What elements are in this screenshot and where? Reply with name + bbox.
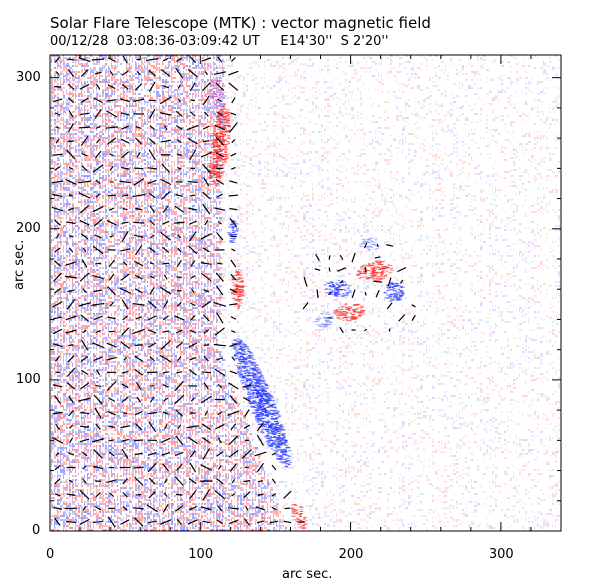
figure-title: Solar Flare Telescope (MTK) : vector mag… — [50, 14, 431, 32]
figure-subtitle: 00/12/28 03:08:36-03:09:42 UT E14'30'' S… — [50, 34, 389, 49]
magnetogram-image — [51, 55, 561, 531]
